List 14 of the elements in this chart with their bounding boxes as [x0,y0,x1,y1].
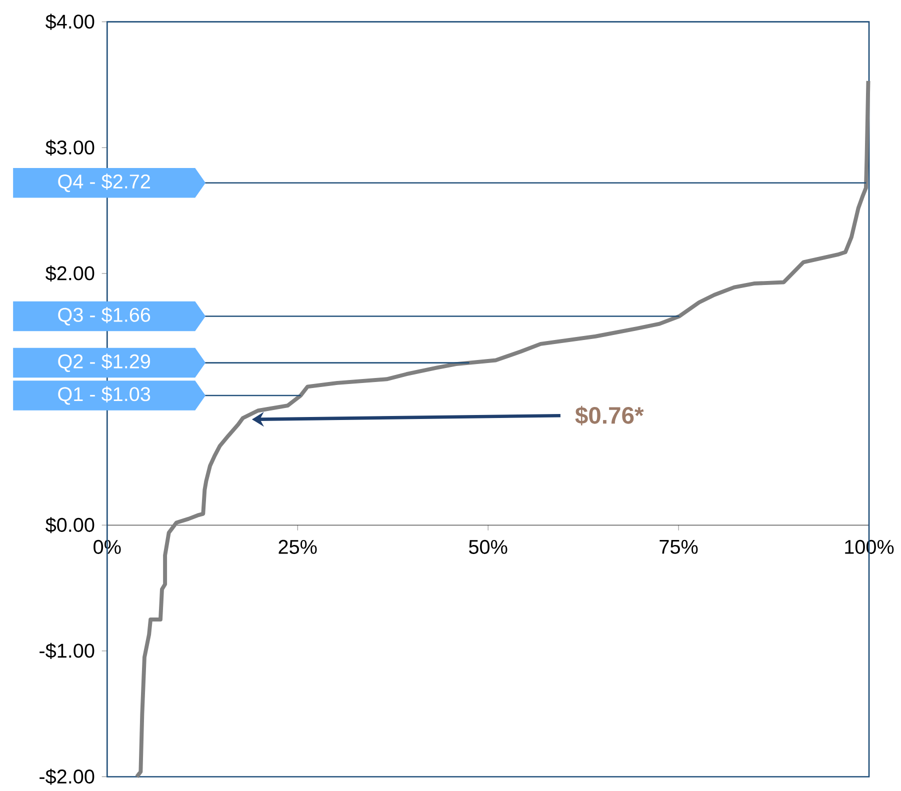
y-tick-label: -$1.00 [40,642,94,659]
y-tick-label: $3.00 [46,139,94,156]
x-tick-label: 75% [660,540,698,554]
ref-line-label: Q1 - $1.03 [58,386,150,405]
x-tick-label: 25% [278,540,317,554]
x-tick-label: 50% [469,540,508,554]
annotation: $0.76* [575,406,644,426]
y-tick-label: -$2.00 [40,768,94,785]
y-tick-label: $0.00 [46,516,94,533]
ref-line-label: Q2 - $1.29 [58,353,150,372]
y-tick-label: $2.00 [46,265,94,282]
y-tick-label: $4.00 [46,14,94,30]
ref-line-label: Q4 - $2.72 [58,173,150,192]
ref-line-label: Q3 - $1.66 [58,306,150,326]
